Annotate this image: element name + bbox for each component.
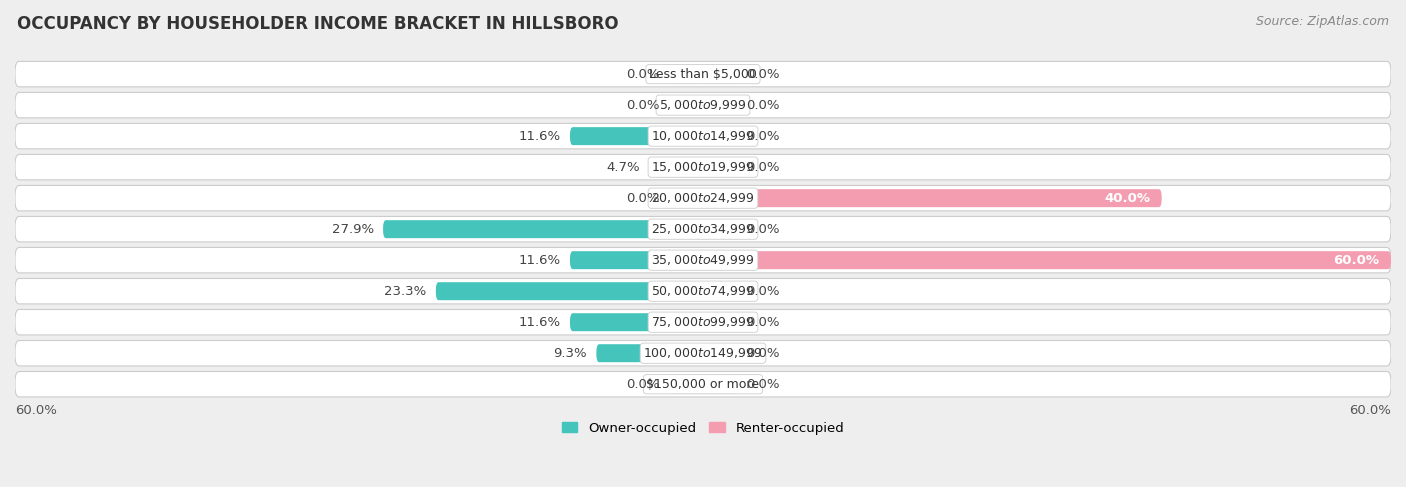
FancyBboxPatch shape [15,186,1391,211]
FancyBboxPatch shape [382,220,703,238]
FancyBboxPatch shape [703,96,737,114]
Text: 0.0%: 0.0% [626,68,659,81]
Text: $5,000 to $9,999: $5,000 to $9,999 [659,98,747,112]
Text: 0.0%: 0.0% [747,130,780,143]
Text: 0.0%: 0.0% [626,192,659,205]
FancyBboxPatch shape [703,127,737,145]
Text: 0.0%: 0.0% [626,99,659,112]
FancyBboxPatch shape [703,158,737,176]
FancyBboxPatch shape [669,96,703,114]
Text: 0.0%: 0.0% [747,285,780,298]
Text: 40.0%: 40.0% [1104,192,1150,205]
Text: OCCUPANCY BY HOUSEHOLDER INCOME BRACKET IN HILLSBORO: OCCUPANCY BY HOUSEHOLDER INCOME BRACKET … [17,15,619,33]
Text: $100,000 to $149,999: $100,000 to $149,999 [644,346,762,360]
Legend: Owner-occupied, Renter-occupied: Owner-occupied, Renter-occupied [557,416,849,440]
Text: $20,000 to $24,999: $20,000 to $24,999 [651,191,755,205]
FancyBboxPatch shape [703,189,1161,207]
Text: 60.0%: 60.0% [1333,254,1379,267]
Text: 0.0%: 0.0% [747,223,780,236]
FancyBboxPatch shape [669,65,703,83]
FancyBboxPatch shape [703,344,737,362]
FancyBboxPatch shape [703,282,737,300]
FancyBboxPatch shape [703,375,737,393]
FancyBboxPatch shape [669,375,703,393]
FancyBboxPatch shape [15,247,1391,273]
Text: 60.0%: 60.0% [1350,404,1391,417]
FancyBboxPatch shape [669,189,703,207]
FancyBboxPatch shape [436,282,703,300]
FancyBboxPatch shape [703,220,737,238]
FancyBboxPatch shape [650,158,703,176]
FancyBboxPatch shape [15,340,1391,366]
FancyBboxPatch shape [569,251,703,269]
Text: $150,000 or more: $150,000 or more [647,378,759,391]
Text: 0.0%: 0.0% [747,161,780,174]
FancyBboxPatch shape [15,154,1391,180]
FancyBboxPatch shape [703,251,1391,269]
FancyBboxPatch shape [15,123,1391,149]
Text: 0.0%: 0.0% [747,68,780,81]
Text: 11.6%: 11.6% [519,316,561,329]
FancyBboxPatch shape [15,279,1391,304]
FancyBboxPatch shape [569,127,703,145]
Text: 0.0%: 0.0% [626,378,659,391]
Text: 9.3%: 9.3% [554,347,588,360]
Text: 0.0%: 0.0% [747,99,780,112]
Text: $25,000 to $34,999: $25,000 to $34,999 [651,222,755,236]
Text: $10,000 to $14,999: $10,000 to $14,999 [651,129,755,143]
Text: 60.0%: 60.0% [15,404,56,417]
Text: $15,000 to $19,999: $15,000 to $19,999 [651,160,755,174]
FancyBboxPatch shape [596,344,703,362]
Text: Less than $5,000: Less than $5,000 [650,68,756,81]
FancyBboxPatch shape [569,313,703,331]
FancyBboxPatch shape [15,216,1391,242]
FancyBboxPatch shape [15,372,1391,397]
Text: $50,000 to $74,999: $50,000 to $74,999 [651,284,755,298]
Text: 0.0%: 0.0% [747,347,780,360]
Text: $35,000 to $49,999: $35,000 to $49,999 [651,253,755,267]
FancyBboxPatch shape [15,61,1391,87]
Text: Source: ZipAtlas.com: Source: ZipAtlas.com [1256,15,1389,28]
FancyBboxPatch shape [15,93,1391,118]
Text: 4.7%: 4.7% [606,161,640,174]
Text: 11.6%: 11.6% [519,130,561,143]
FancyBboxPatch shape [15,309,1391,335]
FancyBboxPatch shape [703,65,737,83]
Text: 0.0%: 0.0% [747,378,780,391]
Text: 11.6%: 11.6% [519,254,561,267]
FancyBboxPatch shape [703,313,737,331]
Text: $75,000 to $99,999: $75,000 to $99,999 [651,315,755,329]
Text: 27.9%: 27.9% [332,223,374,236]
Text: 23.3%: 23.3% [384,285,426,298]
Text: 0.0%: 0.0% [747,316,780,329]
